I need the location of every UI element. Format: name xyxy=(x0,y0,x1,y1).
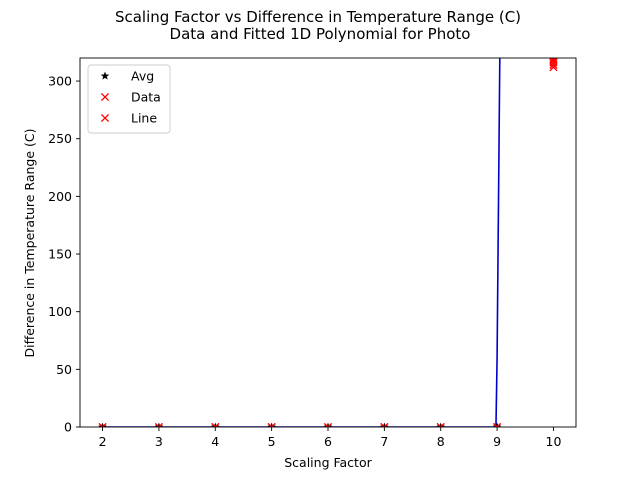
chart-subtitle: Data and Fitted 1D Polynomial for Photo xyxy=(170,25,471,43)
data-point xyxy=(549,58,558,67)
y-tick-label: 150 xyxy=(48,247,72,262)
legend-marker-data xyxy=(100,92,110,102)
x-tick-label: 9 xyxy=(493,434,501,449)
x-tick-label: 7 xyxy=(380,434,388,449)
avg-point xyxy=(98,422,107,427)
x-tick-label: 2 xyxy=(99,434,107,449)
avg-point xyxy=(267,422,276,427)
x-tick-label: 4 xyxy=(211,434,219,449)
x-axis-label: Scaling Factor xyxy=(284,455,372,470)
legend-label-data: Data xyxy=(131,90,161,105)
y-axis-ticks: 0 50 100 150 200 250 300 xyxy=(48,74,80,435)
line-point xyxy=(98,422,107,427)
y-tick-label: 0 xyxy=(64,420,72,435)
line-point xyxy=(267,422,276,427)
legend-marker-line xyxy=(100,113,110,123)
legend-label-line: Line xyxy=(131,111,157,126)
x-tick-label: 8 xyxy=(437,434,445,449)
avg-point xyxy=(154,422,164,427)
legend: Avg Data Line xyxy=(87,64,171,134)
legend-label-avg: Avg xyxy=(131,69,154,84)
y-tick-label: 250 xyxy=(48,131,72,146)
avg-point xyxy=(436,422,446,427)
y-tick-label: 300 xyxy=(48,74,72,89)
y-tick-label: 50 xyxy=(56,362,72,377)
avg-point xyxy=(380,422,389,427)
line-point xyxy=(493,422,502,427)
avg-point xyxy=(323,422,333,427)
fit-line xyxy=(102,58,501,427)
x-tick-label: 6 xyxy=(324,434,332,449)
line-point xyxy=(154,422,163,427)
line-point xyxy=(211,422,220,427)
x-axis-ticks: 2 3 4 5 6 7 8 9 10 xyxy=(99,427,562,449)
line-point xyxy=(549,58,558,65)
x-tick-label: 5 xyxy=(268,434,276,449)
plot-marks xyxy=(98,58,558,427)
x-tick-label: 10 xyxy=(546,434,562,449)
line-point xyxy=(549,58,558,61)
line-point xyxy=(436,422,445,427)
x-tick-label: 3 xyxy=(155,434,163,449)
legend-marker-avg xyxy=(100,71,110,80)
line-point xyxy=(323,422,333,427)
line-point xyxy=(380,422,389,427)
chart-title: Scaling Factor vs Difference in Temperat… xyxy=(115,8,521,26)
avg-point xyxy=(492,422,502,427)
data-point xyxy=(549,58,558,64)
legend-box xyxy=(87,64,171,134)
y-axis-label: Difference in Temperature Range (C) xyxy=(22,128,37,357)
y-tick-label: 100 xyxy=(48,304,72,319)
y-tick-label: 200 xyxy=(48,189,72,204)
avg-point xyxy=(210,422,220,427)
